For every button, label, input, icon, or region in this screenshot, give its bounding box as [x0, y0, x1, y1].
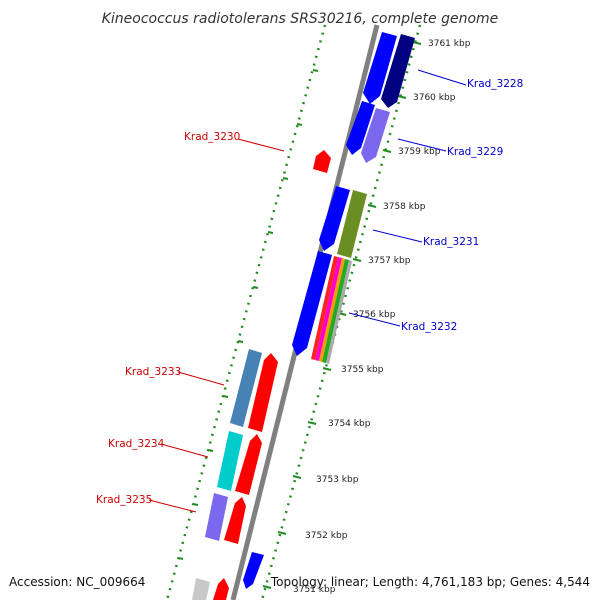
gene-arrow-blue[interactable] — [292, 251, 332, 356]
gene-box-cyan-krad-3234[interactable] — [217, 431, 243, 491]
gene-arrow-red[interactable] — [213, 578, 229, 600]
tick-mark — [382, 149, 392, 153]
gene-label-krad-3230[interactable]: Krad_3230 — [184, 131, 240, 143]
gene-label-krad-3233[interactable]: Krad_3233 — [125, 366, 181, 378]
gene-stripe-red[interactable] — [311, 256, 338, 360]
gene-arrow-blue[interactable] — [319, 186, 350, 251]
kbp-label: 3761 kbp — [428, 39, 471, 49]
tick-mark — [277, 531, 287, 535]
tick-mark — [322, 367, 332, 371]
gene-label-krad-3232[interactable]: Krad_3232 — [401, 321, 457, 333]
map-title: Kineococcus radiotolerans SRS30216, comp… — [102, 11, 499, 27]
topology-label: Topology: linear; Length: 4,761,183 bp; … — [270, 575, 590, 589]
tick-mark — [307, 421, 317, 425]
tick-mark — [177, 557, 184, 560]
forward-strand-genes — [192, 150, 331, 600]
leader-krad-3235 — [148, 499, 197, 513]
tick-mark — [262, 585, 272, 589]
reverse-strand-genes — [243, 32, 415, 589]
leader-krad-3231 — [372, 229, 423, 243]
kbp-label: 3760 kbp — [413, 93, 456, 103]
tick-mark — [292, 475, 302, 479]
tick-mark — [412, 41, 422, 45]
gene-box-steel-krad-3233[interactable] — [230, 349, 262, 427]
gene-arrow-red[interactable] — [235, 434, 262, 495]
tick-mark — [267, 231, 274, 234]
tick-mark — [252, 286, 259, 289]
gene-stripe-grey[interactable] — [326, 260, 352, 364]
gene-arrow-red[interactable] — [224, 497, 246, 544]
right-dotted-guide — [260, 24, 422, 600]
gene-box-grey[interactable] — [192, 578, 210, 600]
kbp-label: 3751 kbp — [293, 585, 336, 595]
tick-mark — [192, 503, 199, 506]
tick-mark — [282, 177, 289, 180]
leader-krad-3234 — [160, 443, 209, 458]
tick-mark — [352, 258, 362, 262]
label-leaders — [148, 69, 467, 513]
gene-arrow-blue[interactable] — [243, 552, 264, 589]
kbp-label: 3754 kbp — [328, 419, 371, 429]
kbp-label: 3757 kbp — [368, 256, 411, 266]
gene-arrow-blue[interactable] — [346, 101, 375, 155]
leader-krad-3232 — [348, 312, 401, 327]
kbp-label: 3753 kbp — [316, 475, 359, 485]
kbp-label: 3752 kbp — [305, 531, 348, 541]
tick-mark — [207, 449, 214, 452]
gene-arrow-slate-krad-3229[interactable] — [361, 108, 390, 163]
tick-mark — [222, 395, 229, 398]
gene-label-krad-3228[interactable]: Krad_3228 — [467, 78, 523, 90]
gene-label-krad-3235[interactable]: Krad_3235 — [96, 494, 152, 506]
gene-stripe-orange[interactable] — [319, 258, 345, 362]
gene-box-slate-krad-3235[interactable] — [205, 493, 228, 541]
leader-krad-3228 — [417, 69, 467, 86]
tick-mark — [237, 340, 244, 343]
tick-marks — [177, 41, 422, 589]
gene-arrow-red[interactable] — [248, 353, 278, 432]
gene-label-krad-3234[interactable]: Krad_3234 — [108, 438, 165, 450]
accession-label: Accession: NC_009664 — [9, 575, 145, 589]
gene-label-krad-3229[interactable]: Krad_3229 — [447, 146, 503, 158]
gene-arrow-red-krad-3230[interactable] — [313, 150, 331, 173]
leader-krad-3233 — [177, 371, 225, 386]
gene-stripe-green[interactable] — [322, 259, 349, 363]
tick-mark — [312, 69, 319, 72]
kbp-label: 3755 kbp — [341, 365, 384, 375]
tick-mark — [296, 123, 303, 126]
gene-label-krad-3231[interactable]: Krad_3231 — [423, 236, 479, 248]
gene-arrow-navy-krad-3228[interactable] — [381, 34, 415, 108]
leader-krad-3230 — [237, 138, 285, 152]
kbp-label: 3758 kbp — [383, 202, 426, 212]
leader-krad-3229 — [397, 138, 447, 152]
tick-mark — [367, 204, 377, 208]
gene-arrow-blue[interactable] — [363, 32, 397, 104]
kbp-label: 3759 kbp — [398, 147, 441, 157]
tick-mark — [397, 95, 407, 99]
gene-arrow-olive-krad-3231[interactable] — [337, 190, 367, 258]
gene-stripe-magenta[interactable] — [315, 257, 342, 361]
kbp-label: 3756 kbp — [353, 310, 396, 320]
